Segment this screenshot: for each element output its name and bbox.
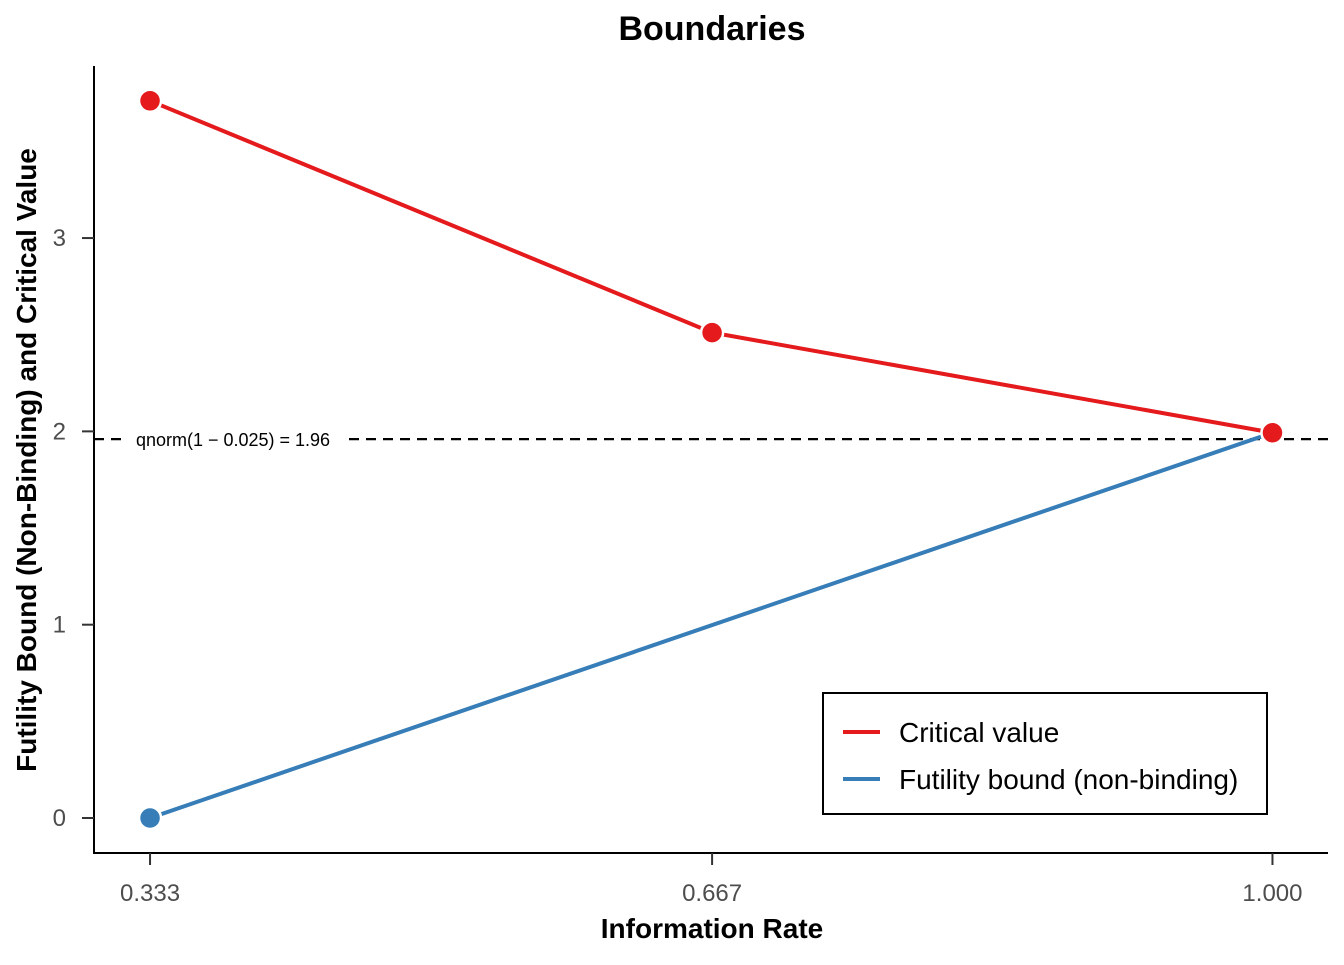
reference-line-label: qnorm(1 − 0.025) = 1.96 [136,430,330,450]
y-tick-label: 2 [53,418,66,445]
legend-label: Critical value [899,717,1059,748]
y-tick-label: 0 [53,805,66,832]
x-tick-label: 1.000 [1242,880,1302,907]
y-tick-label: 1 [53,612,66,639]
data-point [1260,420,1285,445]
y-tick-label: 3 [53,225,66,252]
y-axis-label: Futility Bound (Non-Binding) and Critica… [11,148,42,772]
legend-box [822,692,1268,815]
x-tick-label: 0.333 [120,880,180,907]
legend: Critical value Futility bound (non-bindin… [822,692,1268,815]
series-line [149,98,1273,435]
chart-title: Boundaries [618,10,805,48]
data-point [137,88,163,114]
reference-label-background [122,423,344,452]
data-point [699,320,725,345]
x-axis-label: Information Rate [601,913,823,944]
series-line [149,430,1274,820]
legend-label: Futility bound (non-binding) [899,764,1238,795]
x-tick-label: 0.667 [682,880,742,907]
data-point [137,805,163,831]
